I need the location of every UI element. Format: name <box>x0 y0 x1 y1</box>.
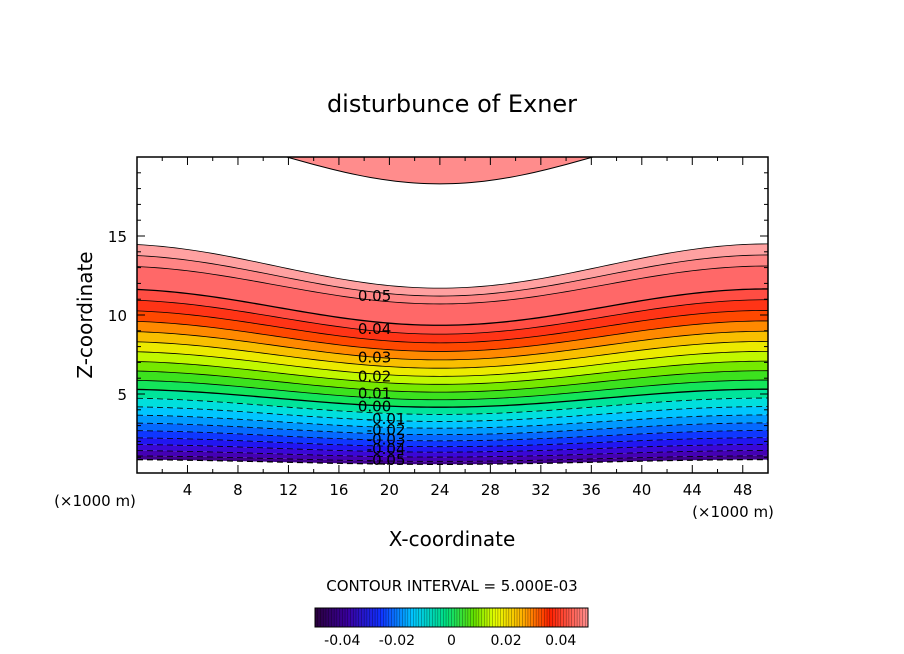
x-tick-label: 44 <box>683 481 702 499</box>
y-axis-label: Z-coordinate <box>73 251 97 378</box>
contour-line <box>137 254 768 297</box>
contour-line <box>137 379 768 401</box>
colorbar-stripes <box>314 608 589 627</box>
x-tick-label: 12 <box>279 481 298 499</box>
contour-band <box>137 266 768 326</box>
contour-line <box>137 437 768 448</box>
contour-line-layer <box>137 157 768 465</box>
contour-band <box>137 455 768 465</box>
contour-line <box>137 350 768 377</box>
contour-band <box>137 341 768 377</box>
contour-line <box>137 310 768 344</box>
contour-band <box>137 380 768 408</box>
colorbar-tick-label: -0.04 <box>324 633 360 649</box>
contour-band <box>137 450 768 462</box>
contour-label: 0.05 <box>358 287 391 305</box>
y-tick-labels: 5 10 15 <box>108 228 127 404</box>
axis-ticks <box>137 157 768 473</box>
contour-band <box>137 414 768 435</box>
contour-line <box>137 370 768 393</box>
contour-label: 0.03 <box>358 348 391 366</box>
contour-label: 0.04 <box>358 320 391 338</box>
contour-band <box>137 288 768 335</box>
colorbar-tick-label: 0 <box>447 633 456 649</box>
contour-label: 0.00 <box>358 397 391 415</box>
y-tick-label: 10 <box>108 307 127 325</box>
colorbar-tick-label: 0.04 <box>545 633 576 649</box>
contour-band <box>137 430 768 447</box>
x-tick-label: 36 <box>582 481 601 499</box>
contour-band <box>137 437 768 453</box>
contour-interval-text: CONTOUR INTERVAL = 5.000E-03 <box>326 577 577 595</box>
contour-line <box>137 422 768 436</box>
contour-band <box>137 422 768 441</box>
contour-band <box>137 310 768 352</box>
contour-line <box>137 458 768 465</box>
y-tick-label: 5 <box>117 386 127 404</box>
contour-band-top <box>137 157 768 184</box>
colorbar-tick-label: -0.02 <box>379 633 415 649</box>
contour-line <box>137 406 768 422</box>
x-unit-label: (×1000 m) <box>692 503 774 521</box>
contour-band <box>137 406 768 429</box>
contour-band <box>137 389 768 415</box>
contour-band <box>137 444 768 458</box>
x-tick-label: 28 <box>481 481 500 499</box>
contour-label-layer: 0.050.040.030.020.010.00-0.01-0.02-0.03-… <box>358 287 406 469</box>
contour-line <box>285 157 595 185</box>
contour-band <box>137 361 768 393</box>
x-tick-label: 24 <box>430 481 449 499</box>
chart-title: disturbunce of Exner <box>327 90 577 118</box>
contour-line <box>137 444 768 453</box>
contour-label: -0.02 <box>367 421 406 439</box>
contour-line <box>137 320 768 352</box>
contour-label: -0.05 <box>367 451 406 469</box>
x-tick-label: 32 <box>531 481 550 499</box>
contour-line <box>137 388 768 408</box>
contour-line <box>137 243 768 289</box>
x-tick-labels: 4 8 12 16 20 24 28 32 36 40 44 48 <box>183 481 753 499</box>
x-tick-label: 4 <box>183 481 193 499</box>
contour-line <box>137 330 768 361</box>
contour-label: -0.04 <box>367 440 406 458</box>
contour-band <box>137 398 768 422</box>
contour-line <box>137 360 768 385</box>
contour-line <box>137 299 768 335</box>
contour-band <box>137 370 768 400</box>
x-tick-label: 20 <box>380 481 399 499</box>
contour-line <box>137 397 768 415</box>
y-unit-label: (×1000 m) <box>54 492 136 510</box>
contour-line <box>137 450 768 458</box>
x-tick-label: 48 <box>733 481 752 499</box>
x-tick-label: 40 <box>632 481 651 499</box>
colorbar-tick-label: 0.02 <box>491 633 522 649</box>
contour-line <box>137 341 768 369</box>
contour-label: -0.03 <box>367 431 406 449</box>
x-tick-label: 16 <box>329 481 348 499</box>
contour-label: 0.02 <box>358 367 391 385</box>
x-axis-label: X-coordinate <box>389 527 516 551</box>
contour-line <box>137 265 768 305</box>
contour-line <box>137 430 768 442</box>
contour-label: -0.01 <box>367 410 406 428</box>
contour-band <box>137 243 768 297</box>
contour-line <box>137 414 768 429</box>
contour-line <box>137 288 768 326</box>
contour-fill-layer <box>137 157 768 465</box>
x-tick-label: 8 <box>233 481 243 499</box>
contour-label: 0.01 <box>358 385 391 403</box>
contour-line <box>137 455 768 462</box>
contour-band <box>137 351 768 385</box>
colorbar-tick-labels: -0.04 -0.02 0 0.02 0.04 <box>324 633 576 649</box>
y-tick-label: 15 <box>108 228 127 246</box>
contour-band <box>137 254 768 304</box>
